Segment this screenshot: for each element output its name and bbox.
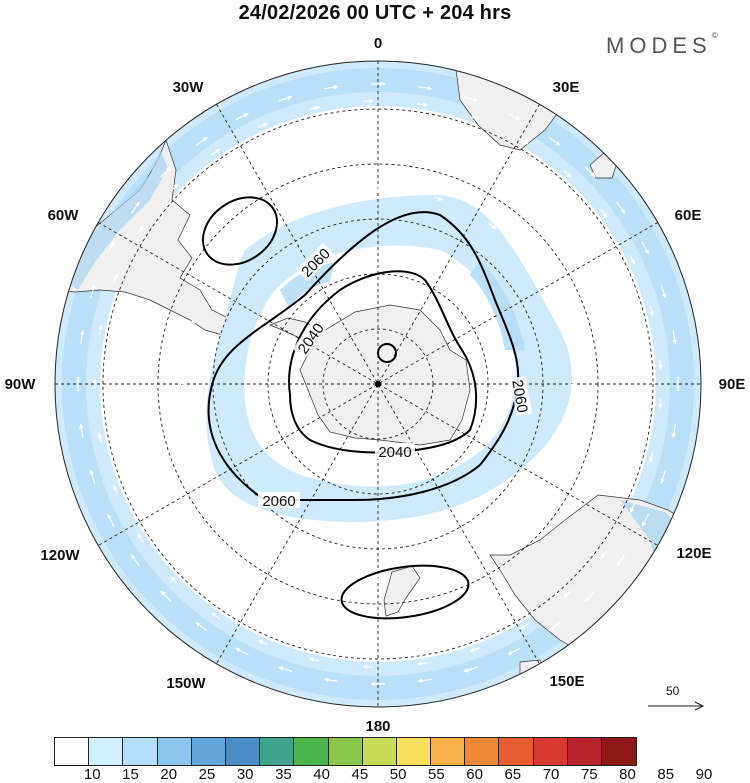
- colorbar-box: [226, 738, 260, 765]
- colorbar-label: 60: [466, 766, 483, 783]
- lon-label-0: 0: [374, 35, 382, 52]
- colorbar-box: [465, 738, 499, 765]
- colorbar-label: 70: [543, 766, 560, 783]
- colorbar-label: 85: [657, 766, 674, 783]
- colorbar-box: [123, 738, 157, 765]
- lon-label-120e: 120E: [676, 545, 711, 562]
- lon-label-180: 180: [365, 718, 390, 735]
- colorbar-box: [534, 738, 568, 765]
- colorbar-box: [602, 738, 636, 765]
- colorbar-label: 80: [619, 766, 636, 783]
- polar-map: 2060 2040 2060 2040 2060 0 30E 60E 90E 1…: [0, 0, 750, 735]
- contour-label: 2060: [262, 493, 295, 510]
- contour-label: 2040: [378, 444, 411, 461]
- south-pole-marker: [375, 381, 381, 387]
- lon-label-30e: 30E: [553, 79, 580, 96]
- lon-label-90w: 90W: [5, 376, 37, 393]
- colorbar-box: [329, 738, 363, 765]
- lon-label-150w: 150W: [166, 675, 206, 692]
- colorbar-label: 30: [237, 766, 254, 783]
- colorbar-box: [55, 738, 89, 765]
- colorbar-box: [158, 738, 192, 765]
- colorbar: [54, 737, 637, 766]
- colorbar-box: [431, 738, 465, 765]
- wind-vector: [660, 359, 661, 369]
- colorbar-box: [397, 738, 431, 765]
- reference-vector-label: 50: [666, 684, 679, 698]
- colorbar-label: 50: [390, 766, 407, 783]
- colorbar-label: 90: [696, 766, 713, 783]
- colorbar-label: 75: [581, 766, 598, 783]
- colorbar-label: 40: [313, 766, 330, 783]
- colorbar-label: 25: [199, 766, 216, 783]
- colorbar-label: 20: [160, 766, 177, 783]
- colorbar-box: [294, 738, 328, 765]
- colorbar-box: [363, 738, 397, 765]
- lon-label-150e: 150E: [549, 673, 584, 690]
- lon-label-60w: 60W: [48, 207, 80, 224]
- colorbar-box: [192, 738, 226, 765]
- colorbar-box: [260, 738, 294, 765]
- lon-label-30w: 30W: [173, 79, 205, 96]
- colorbar-label: 35: [275, 766, 292, 783]
- colorbar-label: 15: [122, 766, 139, 783]
- colorbar-label: 45: [352, 766, 369, 783]
- lon-label-60e: 60E: [675, 207, 702, 224]
- colorbar-label: 55: [428, 766, 445, 783]
- colorbar-label: 10: [84, 766, 101, 783]
- lon-label-90e: 90E: [719, 376, 746, 393]
- wind-vector: [660, 399, 661, 409]
- colorbar-label: 65: [504, 766, 521, 783]
- land-tasmania: [520, 660, 548, 686]
- colorbar-box: [499, 738, 533, 765]
- colorbar-box: [89, 738, 123, 765]
- colorbar-box: [568, 738, 602, 765]
- lon-label-120w: 120W: [40, 547, 80, 564]
